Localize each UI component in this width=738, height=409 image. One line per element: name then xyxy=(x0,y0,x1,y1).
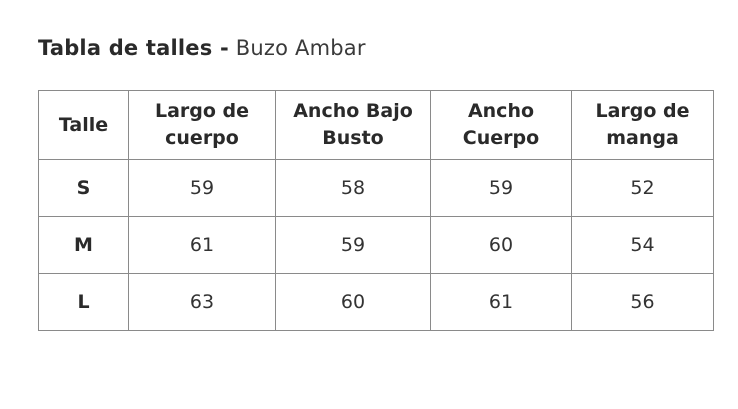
header-ancho-bajo-busto: Ancho Bajo Busto xyxy=(275,90,431,160)
table-cell: 61 xyxy=(128,216,276,274)
size-label: M xyxy=(38,216,129,274)
table-header-row: Talle Largo de cuerpo Ancho Bajo Busto A… xyxy=(38,90,714,160)
table-cell: 59 xyxy=(128,159,276,217)
table-cell: 59 xyxy=(430,159,572,217)
table-cell: 60 xyxy=(275,273,431,331)
size-label: L xyxy=(38,273,129,331)
header-ancho-cuerpo: Ancho Cuerpo xyxy=(430,90,572,160)
page-title: Tabla de talles - Buzo Ambar xyxy=(38,34,366,62)
table-row: S 59 58 59 52 xyxy=(38,159,714,217)
header-largo-cuerpo: Largo de cuerpo xyxy=(128,90,276,160)
table-row: M 61 59 60 54 xyxy=(38,216,714,274)
table-cell: 59 xyxy=(275,216,431,274)
table-cell: 61 xyxy=(430,273,572,331)
table-cell: 58 xyxy=(275,159,431,217)
product-name: Buzo Ambar xyxy=(235,36,366,60)
table-cell: 52 xyxy=(571,159,714,217)
table-cell: 54 xyxy=(571,216,714,274)
table-row: L 63 60 61 56 xyxy=(38,273,714,331)
title-label: Tabla de talles - xyxy=(38,36,229,60)
table-cell: 60 xyxy=(430,216,572,274)
size-table: Talle Largo de cuerpo Ancho Bajo Busto A… xyxy=(38,90,714,331)
table-cell: 56 xyxy=(571,273,714,331)
size-label: S xyxy=(38,159,129,217)
table-cell: 63 xyxy=(128,273,276,331)
header-talle: Talle xyxy=(38,90,129,160)
header-largo-manga: Largo de manga xyxy=(571,90,714,160)
